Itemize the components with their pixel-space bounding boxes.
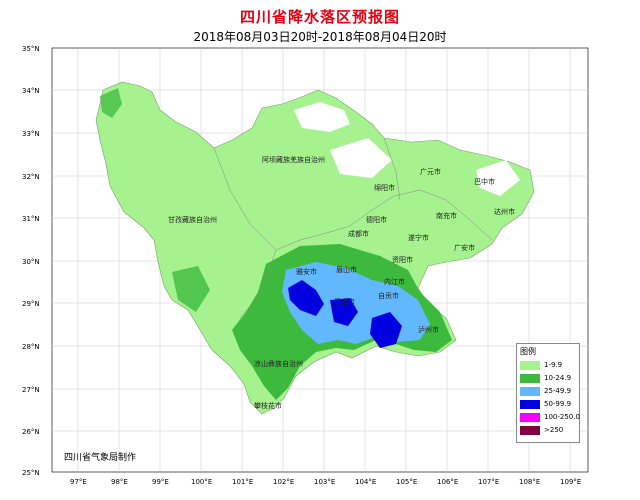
legend-swatch xyxy=(520,361,540,370)
legend-swatch xyxy=(520,374,540,383)
legend-label: >250 xyxy=(544,426,564,434)
rain-10-24.9-west xyxy=(100,88,122,118)
legend-label: 1-9.9 xyxy=(544,361,563,369)
map-subtitle: 2018年08月03日20时-2018年08月04日20时 xyxy=(193,30,447,44)
legend-label: 10-24.9 xyxy=(544,374,572,382)
rain-10-24.9-sw-blob xyxy=(172,266,210,312)
rain-50-99.9-west xyxy=(288,280,324,316)
no-rain-patch-east xyxy=(476,160,520,196)
map-title: 四川省降水落区预报图 xyxy=(239,8,400,26)
legend-label: 100-250.0 xyxy=(544,413,580,421)
producer-credit: 四川省气象局制作 xyxy=(64,453,137,463)
no-rain-patch-center xyxy=(330,138,392,178)
no-rain-patch-north xyxy=(294,102,350,132)
prefecture-boundaries xyxy=(213,137,493,319)
legend-swatch xyxy=(520,413,540,422)
rain-50-99.9-center xyxy=(330,298,358,326)
legend-label: 50-99.9 xyxy=(544,400,572,408)
legend-swatch xyxy=(520,387,540,396)
legend-label: 25-49.9 xyxy=(544,387,572,395)
legend-swatch xyxy=(520,426,540,435)
rain-50-99.9-south xyxy=(370,312,402,348)
legend: 图例 1-9.9 10-24.9 25-49.9 50-99.9 100-250… xyxy=(516,343,580,443)
legend-swatch xyxy=(520,400,540,409)
legend-title: 图例 xyxy=(520,347,536,356)
